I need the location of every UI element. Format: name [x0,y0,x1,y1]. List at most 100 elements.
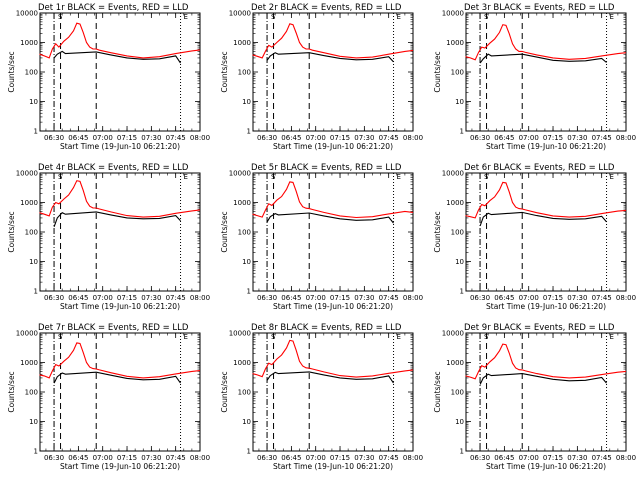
x-tick-label: 07:45 [379,134,399,142]
x-tick-label: 08:00 [616,294,636,302]
chart-title: Det 6r BLACK = Events, RED = LLD [464,163,615,173]
y-tick-label: 1 [460,448,464,456]
x-tick-label: 08:00 [190,134,210,142]
y-tick-label: 10000 [229,330,251,338]
y-tick-label: 10 [29,258,38,266]
x-tick-label: 06:30 [44,294,64,302]
x-tick-label: 06:30 [44,134,64,142]
plot-frame [39,12,201,132]
y-tick-label: 100 [238,229,251,237]
plot-frame [252,332,414,452]
chart-svg: Det 1r BLACK = Events, RED = LLD 1 10 100 10… [7,3,210,151]
x-tick-label: 07:45 [592,134,612,142]
series-line-events [479,373,607,385]
chart-title: Det 7r BLACK = Events, RED = LLD [38,323,189,333]
x-tick-label: 07:00 [306,454,326,462]
x-axis-label: Start Time (19-Jun-10 06:21:20) [273,462,393,471]
chart-panel: Det 4r BLACK = Events, RED = LLD 1 10 100 10… [0,160,213,320]
y-tick-label: 10 [455,98,464,106]
x-tick-label: 06:45 [68,134,88,142]
y-tick-label: 1 [34,448,38,456]
chart-title: Det 2r BLACK = Events, RED = LLD [251,3,402,13]
y-tick-label: 10000 [442,10,464,18]
x-tick-label: 07:15 [543,454,563,462]
x-tick-label: 07:15 [543,294,563,302]
chart-panel: Det 6r BLACK = Events, RED = LLD 1 10 100 10… [426,160,639,320]
x-tick-label: 07:00 [519,454,539,462]
y-tick-label: 10 [455,258,464,266]
y-tick-label: 10 [242,418,251,426]
y-tick-label: 10000 [442,330,464,338]
x-tick-label: 06:45 [281,134,301,142]
x-tick-label: 07:00 [519,134,539,142]
x-axis-label: Start Time (19-Jun-10 06:21:20) [60,462,180,471]
chart-svg: Det 2r BLACK = Events, RED = LLD 1 10 100 10… [220,3,423,151]
end-marker: E [184,13,188,21]
start-marker: S [271,13,276,21]
x-tick-label: 07:15 [543,134,563,142]
y-tick-label: 10 [29,418,38,426]
y-axis-label: Counts/sec [7,51,16,92]
series-line-events [266,212,394,224]
x-tick-label: 06:30 [470,454,490,462]
y-tick-label: 1 [247,448,251,456]
start-marker: S [484,173,489,181]
y-tick-label: 100 [25,389,38,397]
y-axis-label: Counts/sec [220,51,229,92]
y-tick-label: 1000 [446,199,464,207]
x-axis-label: Start Time (19-Jun-10 06:21:20) [486,142,606,151]
series-line-lld [465,181,627,219]
x-tick-label: 06:30 [257,454,277,462]
series-line-events [266,371,394,384]
start-marker: S [58,333,63,341]
chart-panel: Det 7r BLACK = Events, RED = LLD 1 10 100 10… [0,320,213,480]
y-axis-label: Counts/sec [433,51,442,92]
x-tick-label: 07:45 [592,454,612,462]
x-tick-label: 06:45 [68,454,88,462]
y-tick-label: 10000 [229,10,251,18]
end-marker: E [184,173,188,181]
x-axis-label: Start Time (19-Jun-10 06:21:20) [486,302,606,311]
x-tick-label: 08:00 [190,294,210,302]
y-tick-label: 100 [451,69,464,77]
end-marker: E [610,13,614,21]
x-tick-label: 08:00 [190,454,210,462]
y-tick-label: 1000 [446,359,464,367]
start-marker: S [271,173,276,181]
x-tick-label: 07:00 [519,294,539,302]
series-line-lld [465,24,627,61]
plot-frame [465,332,627,452]
x-tick-label: 06:30 [470,294,490,302]
x-tick-label: 06:30 [257,134,277,142]
x-tick-label: 06:45 [494,454,514,462]
y-tick-label: 100 [25,229,38,237]
series-line-lld [465,343,627,380]
series-line-lld [39,180,201,218]
x-tick-label: 07:00 [306,134,326,142]
plot-frame [252,172,414,292]
chart-panel: Det 9r BLACK = Events, RED = LLD 1 10 100 10… [426,320,639,480]
y-axis-label: Counts/sec [7,371,16,412]
start-marker: S [271,333,276,341]
x-axis-label: Start Time (19-Jun-10 06:21:20) [273,302,393,311]
x-tick-label: 06:30 [44,454,64,462]
end-marker: E [397,333,401,341]
series-line-lld [252,23,414,59]
start-marker: S [484,13,489,21]
x-tick-label: 06:45 [494,134,514,142]
chart-svg: Det 3r BLACK = Events, RED = LLD 1 10 100 10… [433,3,636,151]
chart-title: Det 8r BLACK = Events, RED = LLD [251,323,402,333]
y-tick-label: 10 [242,98,251,106]
y-tick-label: 10000 [16,10,38,18]
x-tick-label: 07:45 [166,134,186,142]
x-tick-label: 07:30 [141,134,161,142]
start-marker: S [484,333,489,341]
chart-panel: Det 1r BLACK = Events, RED = LLD 1 10 100 10… [0,0,213,160]
y-tick-label: 1 [247,128,251,136]
chart-title: Det 9r BLACK = Events, RED = LLD [464,323,615,333]
y-axis-label: Counts/sec [433,211,442,252]
x-tick-label: 08:00 [616,454,636,462]
x-tick-label: 06:45 [281,454,301,462]
chart-svg: Det 9r BLACK = Events, RED = LLD 1 10 100 10… [433,323,636,471]
